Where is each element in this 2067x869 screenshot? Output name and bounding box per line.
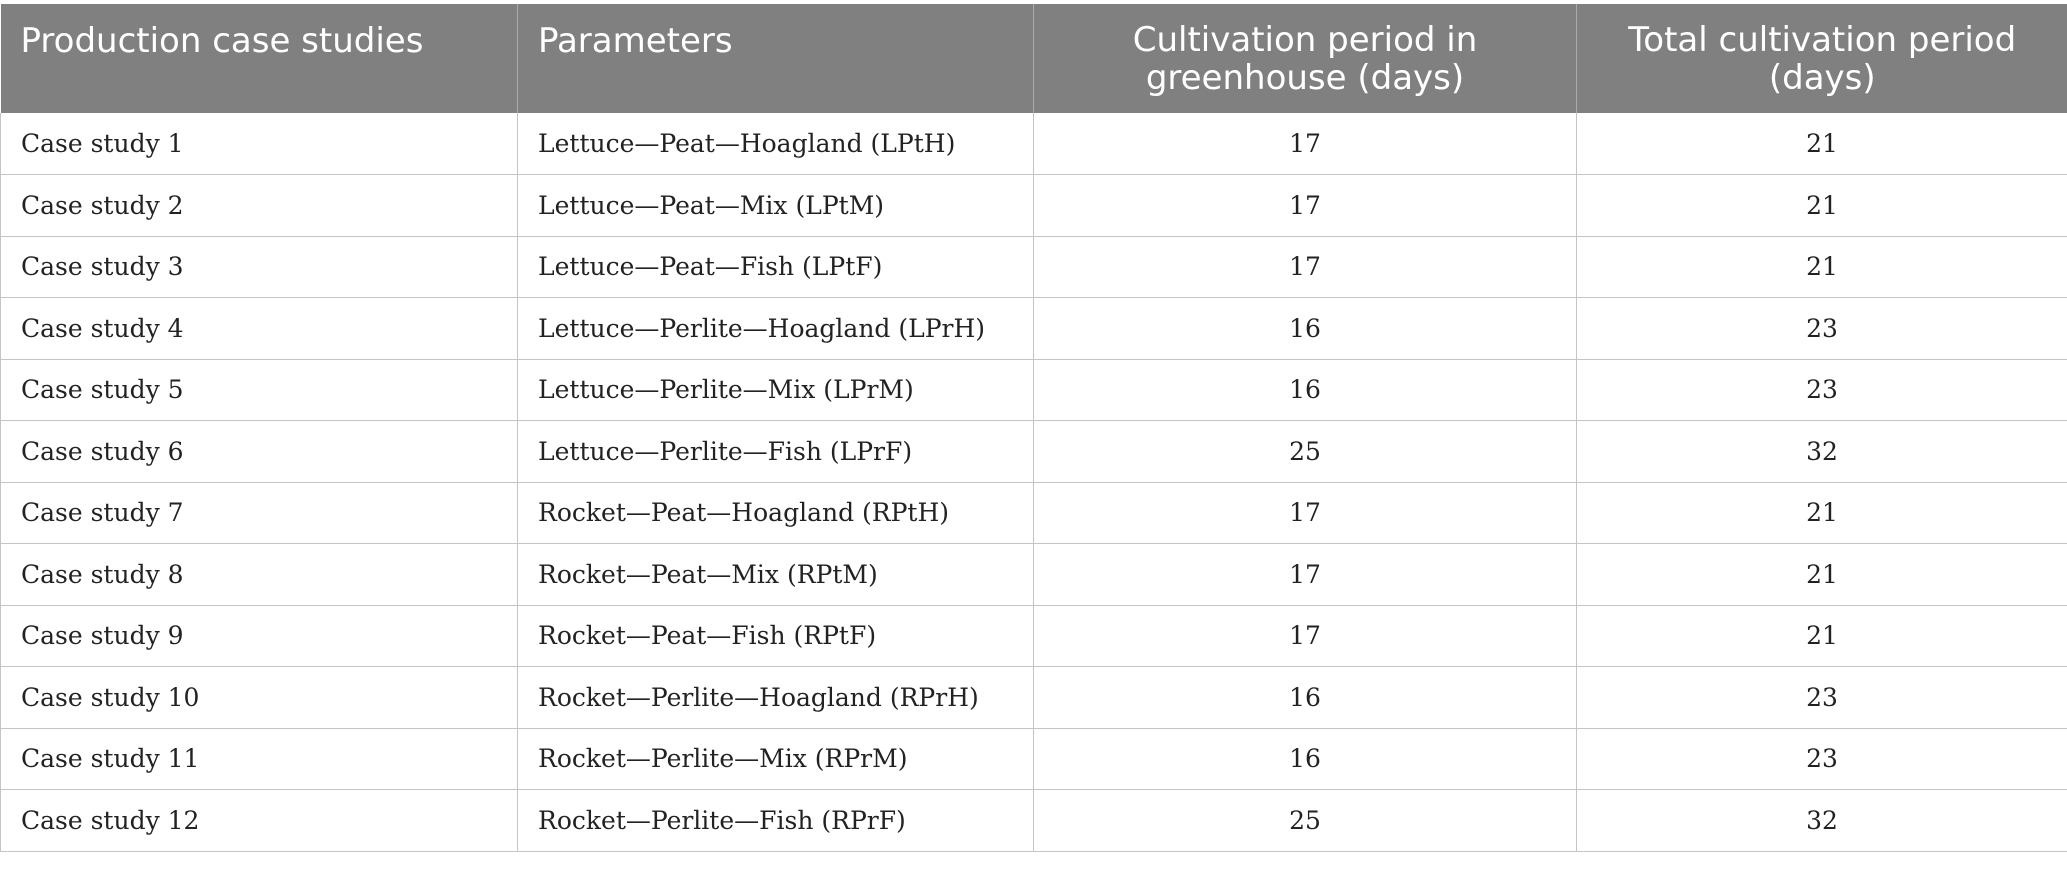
cell-case-study: Case study 6 (0, 420, 518, 483)
cell-total-days: 23 (1576, 666, 2067, 729)
cell-parameters: Rocket—Peat—Hoagland (RPtH) (517, 482, 1034, 544)
cell-parameters: Rocket—Peat—Fish (RPtF) (517, 605, 1034, 667)
cell-greenhouse-days: 16 (1033, 297, 1577, 360)
cell-total-days: 21 (1576, 543, 2067, 606)
cell-greenhouse-days: 17 (1033, 113, 1577, 175)
cell-parameters: Lettuce—Perlite—Hoagland (LPrH) (517, 297, 1034, 360)
cell-greenhouse-days: 25 (1033, 420, 1577, 483)
cell-parameters: Lettuce—Peat—Fish (LPtF) (517, 236, 1034, 298)
table-row: Case study 1 Lettuce—Peat—Hoagland (LPtH)… (0, 113, 2067, 175)
table-row: Case study 8 Rocket—Peat—Mix (RPtM) 17 21 (0, 543, 2067, 606)
cell-total-days: 32 (1576, 420, 2067, 483)
table-row: Case study 2 Lettuce—Peat—Mix (LPtM) 17 21 (0, 174, 2067, 237)
cell-greenhouse-days: 25 (1033, 789, 1577, 852)
header-row: Production case studies Parameters Culti… (0, 4, 2067, 113)
cell-case-study: Case study 3 (0, 236, 518, 298)
table-row: Case study 10 Rocket—Perlite—Hoagland (RP… (0, 666, 2067, 729)
cell-greenhouse-days: 17 (1033, 236, 1577, 298)
table-header: Production case studies Parameters Culti… (0, 4, 2067, 113)
cell-total-days: 32 (1576, 789, 2067, 852)
cell-case-study: Case study 2 (0, 174, 518, 237)
cell-parameters: Lettuce—Peat—Mix (LPtM) (517, 174, 1034, 237)
header-greenhouse-period: Cultivation period in greenhouse (days) (1033, 4, 1577, 113)
cell-total-days: 21 (1576, 482, 2067, 544)
cell-case-study: Case study 11 (0, 728, 518, 790)
cell-case-study: Case study 4 (0, 297, 518, 360)
header-parameters: Parameters (517, 4, 1034, 113)
cell-greenhouse-days: 17 (1033, 605, 1577, 667)
cell-parameters: Rocket—Perlite—Mix (RPrM) (517, 728, 1034, 790)
cell-case-study: Case study 9 (0, 605, 518, 667)
cell-parameters: Rocket—Perlite—Fish (RPrF) (517, 789, 1034, 852)
table-body: Case study 1 Lettuce—Peat—Hoagland (LPtH)… (0, 113, 2067, 852)
cell-parameters: Rocket—Perlite—Hoagland (RPrH) (517, 666, 1034, 729)
cell-total-days: 23 (1576, 359, 2067, 421)
cell-case-study: Case study 5 (0, 359, 518, 421)
cell-parameters: Lettuce—Perlite—Mix (LPrM) (517, 359, 1034, 421)
cell-greenhouse-days: 16 (1033, 359, 1577, 421)
case-studies-table-container: Production case studies Parameters Culti… (0, 4, 2067, 852)
header-production-case-studies: Production case studies (0, 4, 518, 113)
cell-greenhouse-days: 16 (1033, 728, 1577, 790)
table-row: Case study 5 Lettuce—Perlite—Mix (LPrM) 16… (0, 359, 2067, 421)
cell-total-days: 21 (1576, 605, 2067, 667)
header-total-period: Total cultivation period (days) (1576, 4, 2067, 113)
table-row: Case study 6 Lettuce—Perlite—Fish (LPrF) 2… (0, 420, 2067, 483)
table-row: Case study 9 Rocket—Peat—Fish (RPtF) 17 21 (0, 605, 2067, 667)
cell-parameters: Lettuce—Peat—Hoagland (LPtH) (517, 113, 1034, 175)
cell-greenhouse-days: 17 (1033, 174, 1577, 237)
cell-total-days: 21 (1576, 113, 2067, 175)
cell-parameters: Lettuce—Perlite—Fish (LPrF) (517, 420, 1034, 483)
cell-greenhouse-days: 16 (1033, 666, 1577, 729)
cell-parameters: Rocket—Peat—Mix (RPtM) (517, 543, 1034, 606)
table-row: Case study 4 Lettuce—Perlite—Hoagland (LP… (0, 297, 2067, 360)
cell-total-days: 21 (1576, 236, 2067, 298)
table-row: Case study 3 Lettuce—Peat—Fish (LPtF) 17 21 (0, 236, 2067, 298)
cell-case-study: Case study 10 (0, 666, 518, 729)
cell-total-days: 23 (1576, 728, 2067, 790)
table-row: Case study 11 Rocket—Perlite—Mix (RPrM) 16… (0, 728, 2067, 790)
cell-case-study: Case study 7 (0, 482, 518, 544)
cell-case-study: Case study 8 (0, 543, 518, 606)
cell-total-days: 23 (1576, 297, 2067, 360)
table-row: Case study 7 Rocket—Peat—Hoagland (RPtH) 1… (0, 482, 2067, 544)
case-studies-table: Production case studies Parameters Culti… (0, 4, 2067, 852)
cell-greenhouse-days: 17 (1033, 482, 1577, 544)
cell-case-study: Case study 12 (0, 789, 518, 852)
cell-greenhouse-days: 17 (1033, 543, 1577, 606)
cell-case-study: Case study 1 (0, 113, 518, 175)
cell-total-days: 21 (1576, 174, 2067, 237)
table-row: Case study 12 Rocket—Perlite—Fish (RPrF) 2… (0, 789, 2067, 852)
